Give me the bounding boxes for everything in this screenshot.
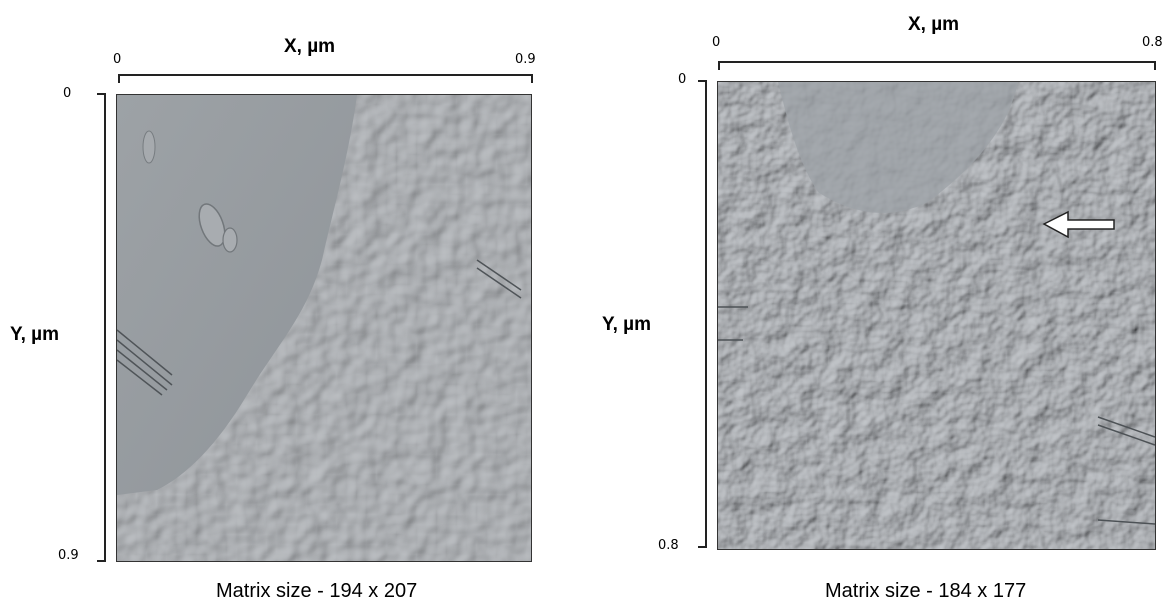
y-tick-end: 0.8 <box>658 538 679 553</box>
afm-scan-graphic <box>117 95 531 561</box>
y-tick-start: 0 <box>63 86 72 101</box>
y-axis-label: Y, µm <box>602 314 651 335</box>
x-axis-label: X, µm <box>908 14 960 35</box>
x-axis-line <box>718 61 1156 70</box>
afm-panel-left: X, µm 0 0.9 0 0.9 Y, µm <box>0 0 560 608</box>
x-axis-label: X, µm <box>284 36 336 57</box>
x-tick-end: 0.9 <box>515 52 536 67</box>
image-caption: Matrix size - 194 x 207 <box>216 580 418 602</box>
y-tick-end: 0.9 <box>58 548 79 563</box>
y-axis-line <box>698 80 707 548</box>
x-tick-start: 0 <box>712 35 721 50</box>
y-axis-line <box>97 93 106 562</box>
x-axis-line <box>118 74 533 83</box>
x-tick-end: 0.8 <box>1142 35 1163 50</box>
y-axis-label: Y, µm <box>10 324 59 345</box>
x-tick-start: 0 <box>113 52 122 67</box>
afm-scan-image <box>717 81 1156 550</box>
image-caption: Matrix size - 184 x 177 <box>825 580 1027 602</box>
arrow-marker-icon <box>1042 210 1115 239</box>
afm-scan-image <box>116 94 532 562</box>
y-tick-start: 0 <box>678 72 687 87</box>
afm-panel-right: X, µm 0 0.8 0 0.8 Y, µm <box>580 0 1173 608</box>
afm-scan-graphic <box>718 82 1155 549</box>
